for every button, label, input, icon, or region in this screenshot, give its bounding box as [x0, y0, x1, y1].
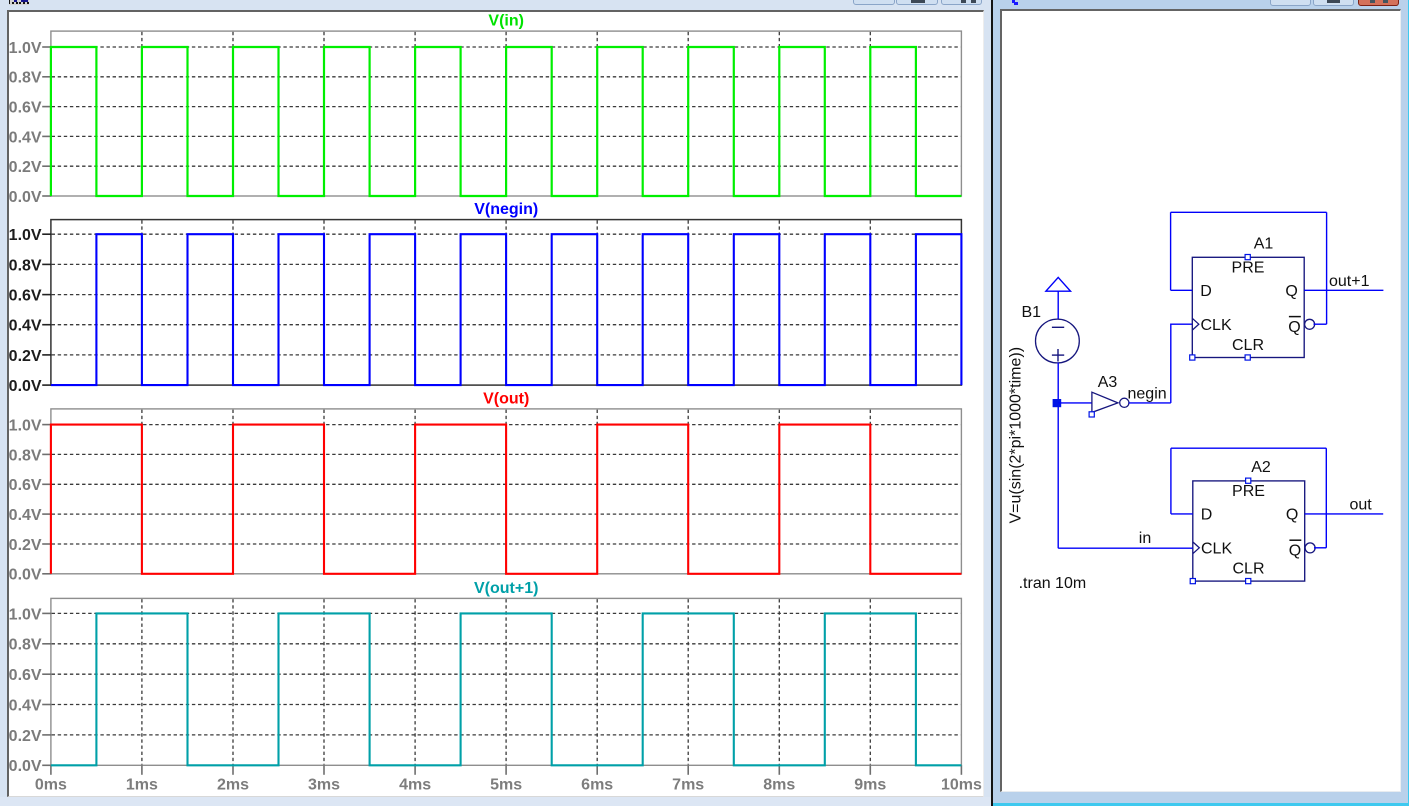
svg-text:6ms: 6ms [581, 777, 613, 794]
svg-text:A3: A3 [1098, 374, 1118, 391]
svg-text:Q: Q [1289, 542, 1301, 559]
svg-text:0.2V: 0.2V [9, 537, 42, 554]
svg-text:1ms: 1ms [126, 777, 158, 794]
svg-text:D: D [1200, 283, 1212, 300]
svg-text:2ms: 2ms [217, 777, 249, 794]
svg-text:7ms: 7ms [672, 777, 704, 794]
svg-text:0.0V: 0.0V [9, 758, 42, 775]
svg-text:0.2V: 0.2V [9, 728, 42, 745]
svg-text:V=u(sin(2*pi*1000*time)): V=u(sin(2*pi*1000*time)) [1008, 347, 1025, 524]
svg-text:CLR: CLR [1232, 561, 1264, 578]
svg-text:0.8V: 0.8V [9, 447, 42, 464]
svg-text:out: out [1350, 497, 1373, 514]
svg-text:CLR: CLR [1232, 337, 1264, 354]
svg-text:10ms: 10ms [941, 777, 982, 794]
svg-text:0.0V: 0.0V [9, 567, 42, 584]
svg-text:0.2V: 0.2V [9, 348, 42, 365]
svg-text:3ms: 3ms [308, 777, 340, 794]
svg-text:0.4V: 0.4V [9, 697, 42, 714]
svg-text:4ms: 4ms [399, 777, 431, 794]
svg-text:CLK: CLK [1201, 540, 1232, 557]
svg-text:negin: negin [1128, 385, 1167, 402]
svg-text:B1: B1 [1022, 304, 1042, 321]
svg-text:out+1: out+1 [1329, 273, 1370, 290]
svg-text:V(out+1): V(out+1) [474, 580, 538, 597]
svg-text:0.4V: 0.4V [9, 318, 42, 335]
svg-text:Q: Q [1285, 283, 1297, 300]
svg-text:9ms: 9ms [854, 777, 886, 794]
svg-text:V(negin): V(negin) [474, 201, 538, 218]
svg-text:Q: Q [1288, 319, 1300, 336]
svg-text:1.0V: 1.0V [9, 227, 42, 244]
svg-text:0.4V: 0.4V [9, 507, 42, 524]
svg-text:0.0V: 0.0V [9, 378, 42, 395]
svg-text:A2: A2 [1251, 459, 1271, 476]
svg-text:A1: A1 [1254, 235, 1274, 252]
svg-text:Q: Q [1286, 507, 1298, 524]
svg-text:0.6V: 0.6V [9, 477, 42, 494]
svg-text:1.0V: 1.0V [9, 606, 42, 623]
svg-text:1.0V: 1.0V [9, 40, 42, 57]
svg-text:0.6V: 0.6V [9, 667, 42, 684]
svg-text:0.4V: 0.4V [9, 129, 42, 146]
svg-text:V(out): V(out) [483, 390, 529, 407]
svg-text:PRE: PRE [1232, 259, 1265, 276]
svg-text:8ms: 8ms [763, 777, 795, 794]
svg-text:0.6V: 0.6V [9, 100, 42, 117]
svg-text:0.2V: 0.2V [9, 159, 42, 176]
svg-text:0.8V: 0.8V [9, 637, 42, 654]
svg-text:0.8V: 0.8V [9, 70, 42, 87]
svg-text:0ms: 0ms [35, 777, 67, 794]
svg-text:CLK: CLK [1201, 317, 1232, 334]
svg-text:PRE: PRE [1232, 483, 1265, 500]
svg-text:in: in [1139, 530, 1151, 547]
svg-text:0.8V: 0.8V [9, 257, 42, 274]
svg-text:1.0V: 1.0V [9, 418, 42, 435]
svg-text:5ms: 5ms [490, 777, 522, 794]
svg-text:V(in): V(in) [488, 13, 524, 30]
svg-text:D: D [1201, 507, 1213, 524]
svg-text:0.6V: 0.6V [9, 288, 42, 305]
svg-text:.tran 10m: .tran 10m [1019, 575, 1087, 592]
svg-text:0.0V: 0.0V [9, 189, 42, 206]
